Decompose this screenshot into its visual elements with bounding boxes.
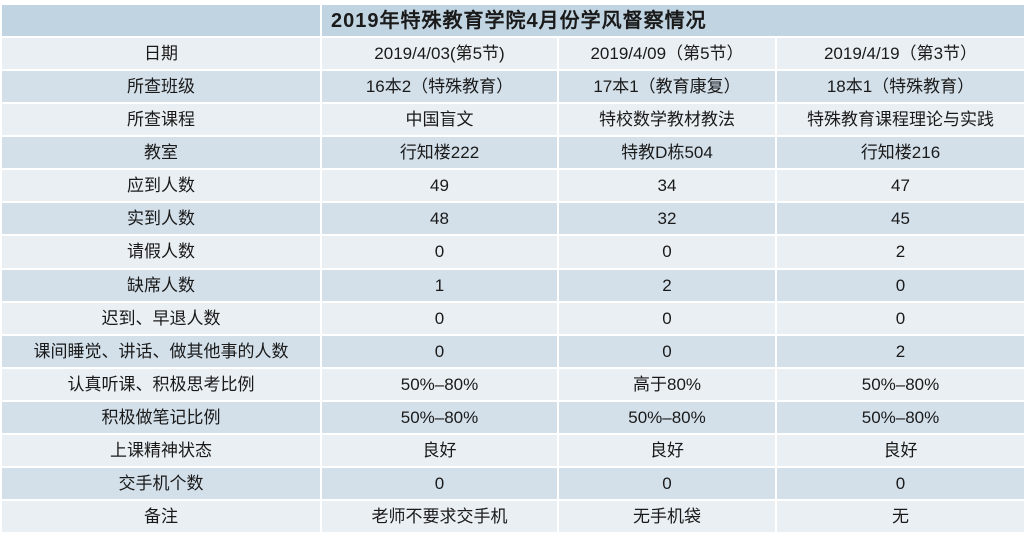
row-label-12: 上课精神状态 [2, 434, 320, 466]
cell-r7-c2: 0 [777, 269, 1024, 301]
row-label-14: 备注 [2, 500, 320, 532]
table-title: 2019年特殊教育学院4月份学风督察情况 [322, 5, 1024, 37]
cell-r10-c0: 50%–80% [322, 368, 557, 400]
cell-r7-c1: 2 [559, 269, 775, 301]
cell-r14-c2: 无 [777, 500, 1024, 532]
cell-r10-c2: 50%–80% [777, 368, 1024, 400]
cell-r6-c1: 0 [559, 236, 775, 268]
cell-r1-c0: 16本2（特殊教育） [322, 71, 557, 103]
cell-r6-c0: 0 [322, 236, 557, 268]
cell-r9-c0: 0 [322, 335, 557, 367]
row-label-11: 积极做笔记比例 [2, 401, 320, 433]
cell-r3-c2: 行知楼216 [777, 137, 1024, 169]
cell-r5-c0: 48 [322, 203, 557, 235]
cell-r12-c0: 良好 [322, 434, 557, 466]
cell-r1-c2: 18本1（特殊教育） [777, 71, 1024, 103]
cell-r5-c1: 32 [559, 203, 775, 235]
cell-r12-c1: 良好 [559, 434, 775, 466]
row-label-1: 所查班级 [2, 71, 320, 103]
title-row-spacer-cell [2, 5, 320, 37]
cell-r8-c1: 0 [559, 302, 775, 334]
cell-r11-c2: 50%–80% [777, 401, 1024, 433]
cell-r4-c2: 47 [777, 170, 1024, 202]
cell-r11-c0: 50%–80% [322, 401, 557, 433]
row-label-10: 认真听课、积极思考比例 [2, 368, 320, 400]
cell-r2-c1: 特校数学教材教法 [559, 104, 775, 136]
cell-r9-c1: 0 [559, 335, 775, 367]
cell-r6-c2: 2 [777, 236, 1024, 268]
row-label-13: 交手机个数 [2, 467, 320, 499]
cell-r13-c1: 0 [559, 467, 775, 499]
cell-r7-c0: 1 [322, 269, 557, 301]
cell-r5-c2: 45 [777, 203, 1024, 235]
cell-r10-c1: 高于80% [559, 368, 775, 400]
row-label-2: 所查课程 [2, 104, 320, 136]
cell-r3-c0: 行知楼222 [322, 137, 557, 169]
cell-r3-c1: 特教D栋504 [559, 137, 775, 169]
row-label-4: 应到人数 [2, 170, 320, 202]
cell-r8-c0: 0 [322, 302, 557, 334]
cell-r0-c0: 2019/4/03(第5节) [322, 38, 557, 70]
cell-r2-c0: 中国盲文 [322, 104, 557, 136]
row-label-5: 实到人数 [2, 203, 320, 235]
cell-r4-c0: 49 [322, 170, 557, 202]
row-label-6: 请假人数 [2, 236, 320, 268]
row-label-9: 课间睡觉、讲话、做其他事的人数 [2, 335, 320, 367]
row-label-3: 教室 [2, 137, 320, 169]
cell-r13-c0: 0 [322, 467, 557, 499]
cell-r9-c2: 2 [777, 335, 1024, 367]
cell-r13-c2: 0 [777, 467, 1024, 499]
cell-r1-c1: 17本1（教育康复） [559, 71, 775, 103]
cell-r12-c2: 良好 [777, 434, 1024, 466]
row-label-0: 日期 [2, 38, 320, 70]
cell-r14-c1: 无手机袋 [559, 500, 775, 532]
row-label-8: 迟到、早退人数 [2, 302, 320, 334]
cell-r2-c2: 特殊教育课程理论与实践 [777, 104, 1024, 136]
cell-r11-c1: 50%–80% [559, 401, 775, 433]
cell-r14-c0: 老师不要求交手机 [322, 500, 557, 532]
cell-r4-c1: 34 [559, 170, 775, 202]
cell-r8-c2: 0 [777, 302, 1024, 334]
row-label-7: 缺席人数 [2, 269, 320, 301]
cell-r0-c1: 2019/4/09（第5节） [559, 38, 775, 70]
cell-r0-c2: 2019/4/19（第3节） [777, 38, 1024, 70]
